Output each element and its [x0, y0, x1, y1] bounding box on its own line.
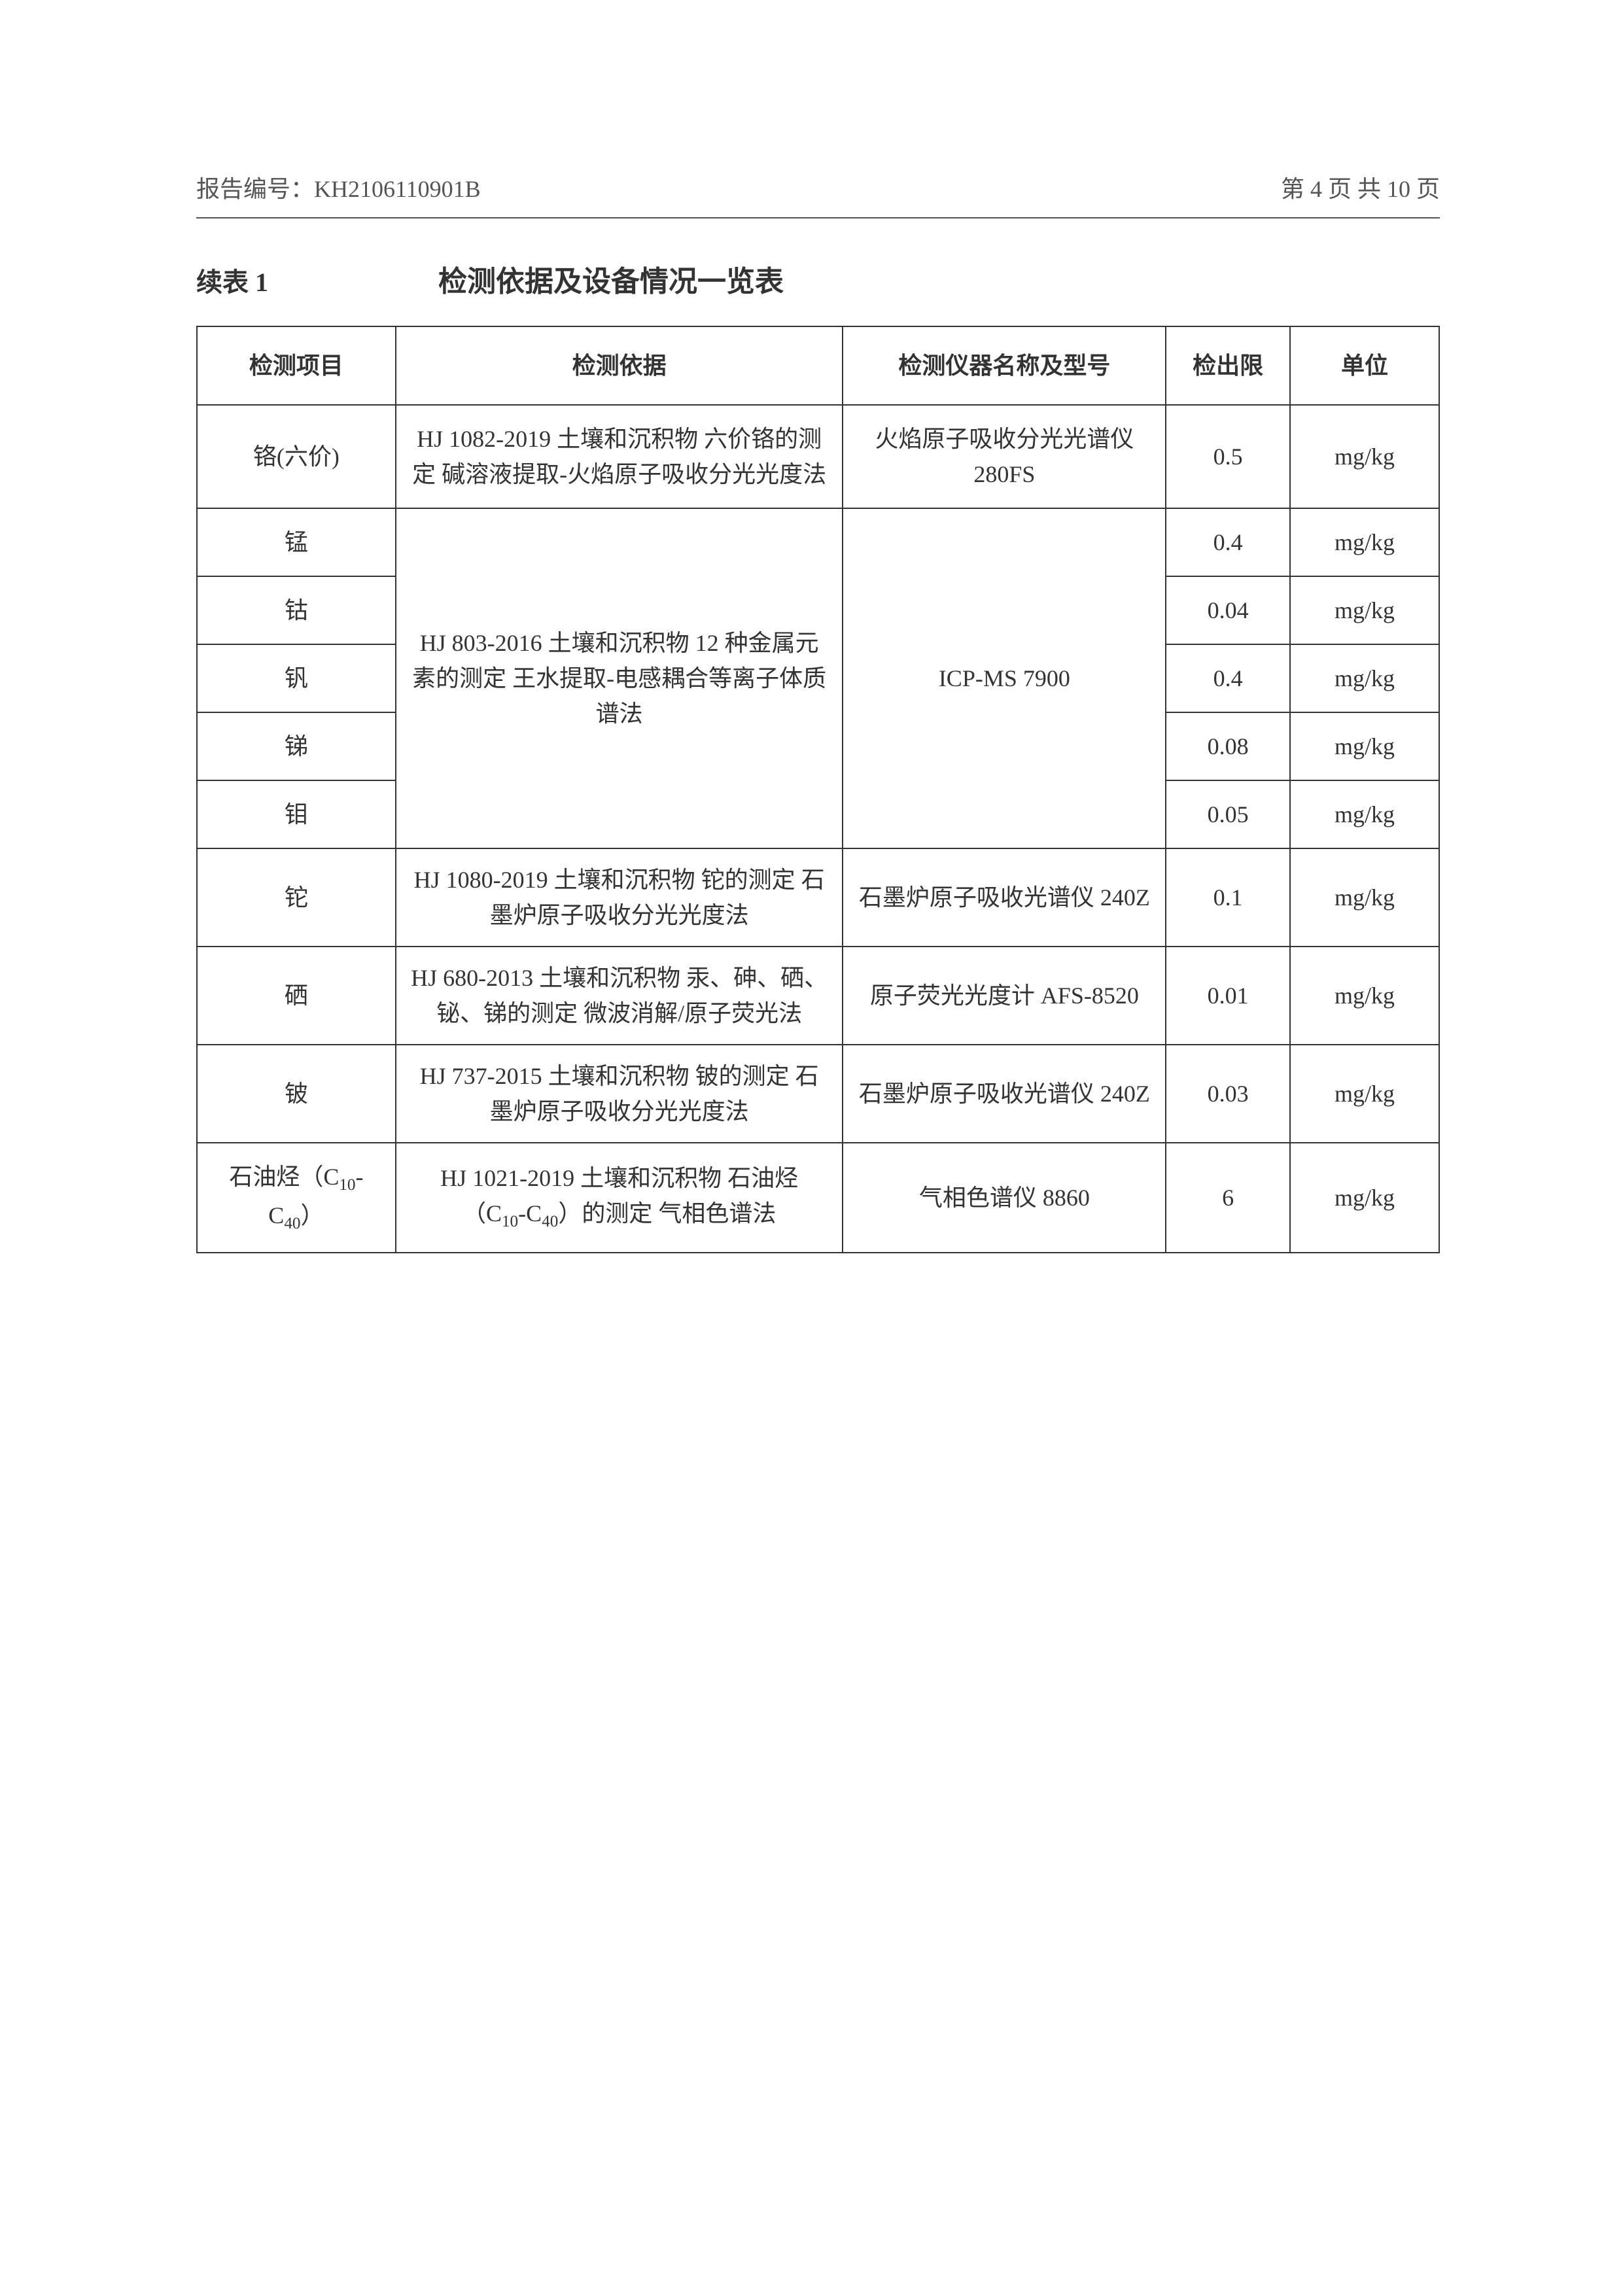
cell-item: 石油烃（C10-C40）: [197, 1143, 396, 1253]
page-header: 报告编号：KH2106110901B 第 4 页 共 10 页: [196, 170, 1440, 218]
cell-unit: mg/kg: [1290, 508, 1439, 576]
col-header-basis: 检测依据: [396, 326, 843, 405]
table-row: 铬(六价) HJ 1082-2019 土壤和沉积物 六价铬的测定 碱溶液提取-火…: [197, 405, 1439, 508]
cell-item: 钒: [197, 644, 396, 712]
continuation-label: 续表 1: [196, 261, 268, 299]
cell-unit: mg/kg: [1290, 576, 1439, 644]
cell-item: 硒: [197, 947, 396, 1045]
cell-limit: 0.1: [1166, 848, 1290, 947]
cell-limit: 0.5: [1166, 405, 1290, 508]
table-row: 石油烃（C10-C40） HJ 1021-2019 土壤和沉积物 石油烃（C10…: [197, 1143, 1439, 1253]
table-row: 硒 HJ 680-2013 土壤和沉积物 汞、砷、硒、铋、锑的测定 微波消解/原…: [197, 947, 1439, 1045]
report-label: 报告编号：: [196, 176, 314, 202]
cell-instrument: 石墨炉原子吸收光谱仪 240Z: [843, 848, 1166, 947]
detection-basis-table: 检测项目 检测依据 检测仪器名称及型号 检出限 单位 铬(六价) HJ 1082…: [196, 326, 1440, 1253]
title-row: 续表 1 检测依据及设备情况一览表: [196, 258, 1440, 300]
cell-unit: mg/kg: [1290, 780, 1439, 848]
cell-basis-merged: HJ 803-2016 土壤和沉积物 12 种金属元素的测定 王水提取-电感耦合…: [396, 508, 843, 848]
cell-item: 铍: [197, 1045, 396, 1143]
table-title: 检测依据及设备情况一览表: [438, 258, 784, 300]
cell-item: 钼: [197, 780, 396, 848]
col-header-limit: 检出限: [1166, 326, 1290, 405]
col-header-instrument: 检测仪器名称及型号: [843, 326, 1166, 405]
cell-unit: mg/kg: [1290, 848, 1439, 947]
cell-limit: 0.08: [1166, 712, 1290, 780]
report-number: 报告编号：KH2106110901B: [196, 170, 481, 204]
table-row: 锰 HJ 803-2016 土壤和沉积物 12 种金属元素的测定 王水提取-电感…: [197, 508, 1439, 576]
cell-limit: 0.4: [1166, 644, 1290, 712]
cell-instrument: 火焰原子吸收分光光谱仪 280FS: [843, 405, 1166, 508]
report-no-value: KH2106110901B: [314, 176, 481, 202]
cell-item: 铊: [197, 848, 396, 947]
cell-unit: mg/kg: [1290, 644, 1439, 712]
cell-item: 锑: [197, 712, 396, 780]
cell-unit: mg/kg: [1290, 1143, 1439, 1253]
cell-instrument: 原子荧光光度计 AFS-8520: [843, 947, 1166, 1045]
cell-limit: 0.4: [1166, 508, 1290, 576]
cell-instrument: 气相色谱仪 8860: [843, 1143, 1166, 1253]
cell-basis: HJ 680-2013 土壤和沉积物 汞、砷、硒、铋、锑的测定 微波消解/原子荧…: [396, 947, 843, 1045]
cell-unit: mg/kg: [1290, 405, 1439, 508]
table-row: 铍 HJ 737-2015 土壤和沉积物 铍的测定 石墨炉原子吸收分光光度法 石…: [197, 1045, 1439, 1143]
page-indicator: 第 4 页 共 10 页: [1281, 170, 1440, 204]
cell-instrument-merged: ICP-MS 7900: [843, 508, 1166, 848]
cell-basis: HJ 1080-2019 土壤和沉积物 铊的测定 石墨炉原子吸收分光光度法: [396, 848, 843, 947]
cell-basis: HJ 1021-2019 土壤和沉积物 石油烃（C10-C40）的测定 气相色谱…: [396, 1143, 843, 1253]
cell-limit: 0.04: [1166, 576, 1290, 644]
cell-limit: 6: [1166, 1143, 1290, 1253]
cell-basis: HJ 737-2015 土壤和沉积物 铍的测定 石墨炉原子吸收分光光度法: [396, 1045, 843, 1143]
table-header-row: 检测项目 检测依据 检测仪器名称及型号 检出限 单位: [197, 326, 1439, 405]
cell-basis: HJ 1082-2019 土壤和沉积物 六价铬的测定 碱溶液提取-火焰原子吸收分…: [396, 405, 843, 508]
cell-limit: 0.01: [1166, 947, 1290, 1045]
cell-item: 锰: [197, 508, 396, 576]
cell-unit: mg/kg: [1290, 947, 1439, 1045]
cell-unit: mg/kg: [1290, 712, 1439, 780]
cell-item: 钴: [197, 576, 396, 644]
col-header-item: 检测项目: [197, 326, 396, 405]
cell-limit: 0.03: [1166, 1045, 1290, 1143]
table-row: 铊 HJ 1080-2019 土壤和沉积物 铊的测定 石墨炉原子吸收分光光度法 …: [197, 848, 1439, 947]
cell-limit: 0.05: [1166, 780, 1290, 848]
cell-instrument: 石墨炉原子吸收光谱仪 240Z: [843, 1045, 1166, 1143]
col-header-unit: 单位: [1290, 326, 1439, 405]
cell-unit: mg/kg: [1290, 1045, 1439, 1143]
cell-item: 铬(六价): [197, 405, 396, 508]
